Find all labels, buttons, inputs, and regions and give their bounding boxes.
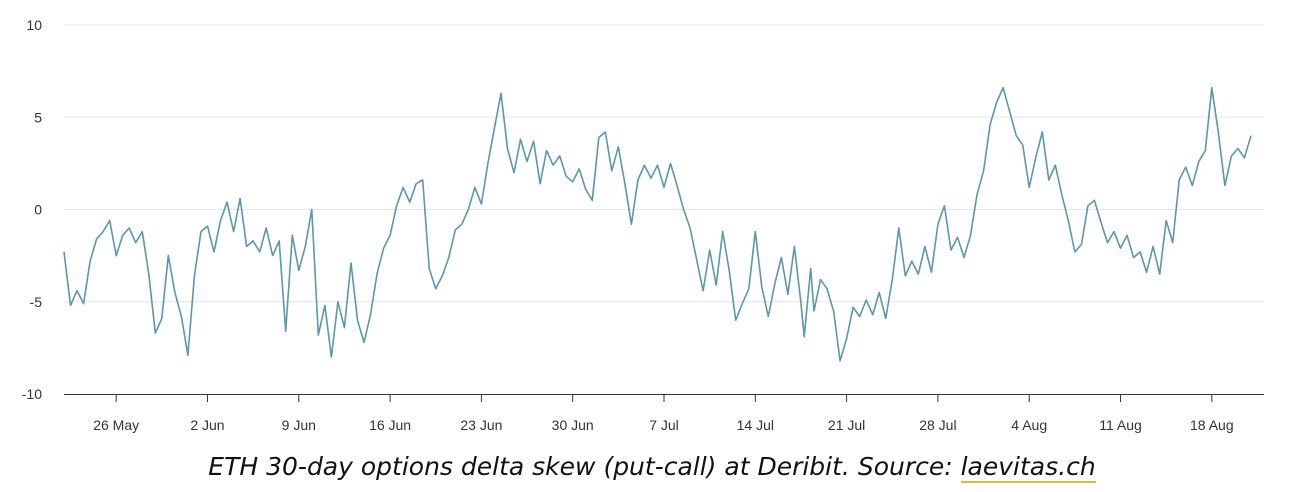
x-tick-label: 9 Jun [282,417,316,433]
gridlines [64,24,1264,303]
series-layer [63,86,1252,362]
y-axis-tick-labels: 10 5 0 -5 -10 [22,17,42,402]
x-tick-label: 23 Jun [460,417,502,433]
chart-caption: ETH 30-day options delta skew (put-call)… [0,452,1304,483]
x-tick-label: 11 Aug [1099,417,1142,433]
y-tick-label: 10 [26,17,42,33]
caption-text: ETH 30-day options delta skew (put-call)… [208,452,961,481]
x-tick-label: 21 Jul [828,417,865,433]
x-tick-label: 7 Jul [649,417,679,433]
source-link[interactable]: laevitas.ch [960,452,1096,483]
series-line [63,86,1252,362]
x-tick-label: 4 Aug [1011,417,1047,433]
x-tick-label: 26 May [93,417,139,433]
x-tick-label: 16 Jun [369,417,411,433]
x-tick-label: 2 Jun [190,417,224,433]
y-tick-label: 5 [34,109,42,125]
x-axis [64,394,1264,402]
x-tick-label: 28 Jul [919,417,956,433]
y-tick-label: -5 [30,294,43,310]
x-tick-label: 18 Aug [1190,417,1234,433]
y-tick-label: -10 [22,386,42,402]
y-tick-label: 0 [34,202,42,218]
x-axis-tick-labels: 26 May 2 Jun 9 Jun 16 Jun 23 Jun 30 Jun 7 Jul 1… [93,417,1233,433]
delta-skew-line-chart: 10 5 0 -5 -10 26 May 2 Jun 9 Jun 16 Jun 23 Jun 30… [22,17,1264,433]
x-tick-label: 14 Jul [737,417,774,433]
x-tick-label: 30 Jun [552,417,594,433]
